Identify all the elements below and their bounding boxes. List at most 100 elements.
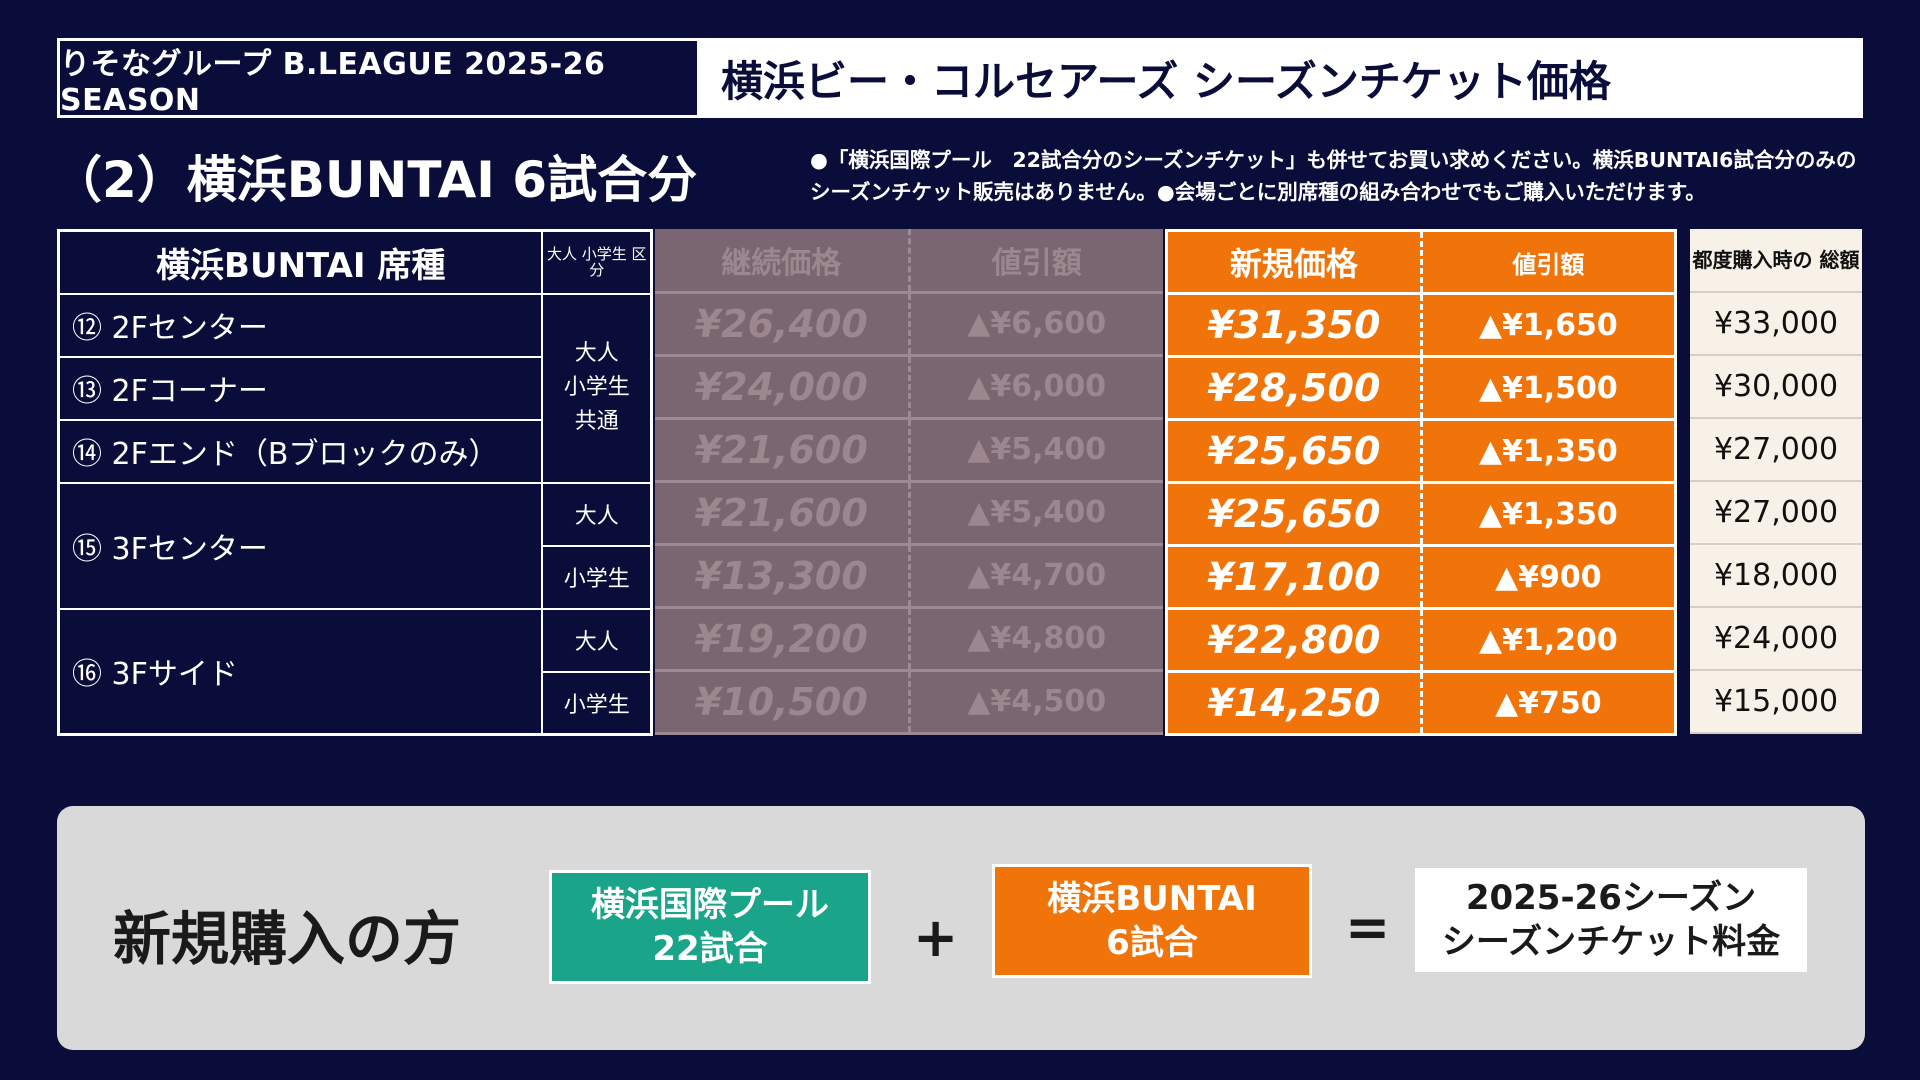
purchase-note: ●「横浜国際プール 22試合分のシーズンチケット」も併せてお買い求めください。横… xyxy=(810,148,1857,204)
table-row: ¥15,000 xyxy=(1690,670,1862,734)
seat-name: ⑯ 3Fサイド xyxy=(57,607,544,736)
section-subtitle: （2）横浜BUNTAI 6試合分 xyxy=(52,151,698,209)
table-row: ¥33,000 xyxy=(1690,292,1862,356)
total-price: ¥15,000 xyxy=(1690,670,1862,734)
page-title: 横浜ビー・コルセアーズ シーズンチケット価格 xyxy=(697,38,1863,118)
seat-name: ⑬ 2Fコーナー xyxy=(57,355,544,421)
table-row: 小学生 xyxy=(59,544,653,610)
continue-price: ¥13,300 xyxy=(655,544,911,609)
new-discount: ▲¥750 xyxy=(1421,671,1676,736)
table-row: ¥25,650 ▲¥1,350 xyxy=(1166,482,1676,547)
table-row: ¥21,600 ▲¥5,400 xyxy=(655,481,1163,546)
table-row: ⑬ 2Fコーナー xyxy=(57,355,652,421)
new-price: ¥14,250 xyxy=(1166,671,1423,736)
continue-discount: ▲¥6,000 xyxy=(909,355,1163,420)
continue-discount: ▲¥5,400 xyxy=(909,481,1163,546)
total-header-row: 都度購入時の 総額 xyxy=(1690,229,1862,293)
total-price-table: 都度購入時の 総額 ¥33,000 ¥30,000 ¥27,000 ¥27,00… xyxy=(1690,229,1862,734)
continue-price-header: 継続価格 xyxy=(655,229,911,294)
continue-discount: ▲¥4,500 xyxy=(909,670,1163,735)
continue-discount: ▲¥6,600 xyxy=(909,292,1163,357)
header-banner: りそなグループ B.LEAGUE 2025-26 SEASON 横浜ビー・コルセ… xyxy=(57,38,1863,118)
panel-label: 新規購入の方 xyxy=(113,905,462,973)
continue-price: ¥21,600 xyxy=(655,481,911,546)
category-shared-line: 小学生 xyxy=(563,375,630,400)
new-discount: ▲¥1,500 xyxy=(1421,356,1676,421)
continue-price: ¥10,500 xyxy=(655,670,911,735)
continue-price: ¥24,000 xyxy=(655,355,911,420)
table-row: ¥27,000 xyxy=(1690,481,1862,545)
new-price-table: 新規価格 値引額 ¥31,350 ▲¥1,650 ¥28,500 ▲¥1,500 ¥… xyxy=(1165,229,1677,736)
total-price: ¥18,000 xyxy=(1690,544,1862,608)
category-header: 大人 小学生 区分 xyxy=(541,229,653,295)
new-discount: ▲¥1,200 xyxy=(1421,608,1676,673)
seat-name: ⑭ 2Fエンド（Bブロックのみ） xyxy=(57,418,544,484)
total-price: ¥30,000 xyxy=(1690,355,1862,419)
continue-price: ¥26,400 xyxy=(655,292,911,357)
pool-box: 横浜国際プール 22試合 xyxy=(549,870,871,984)
table-row: 小学生 xyxy=(59,670,653,736)
table-row: ¥10,500 ▲¥4,500 xyxy=(655,670,1163,735)
new-price: ¥17,100 xyxy=(1166,545,1423,610)
table-row: ⑯ 3Fサイド 大人 xyxy=(57,607,653,736)
total-price: ¥33,000 xyxy=(1690,292,1862,356)
table-row: ⑫ 2Fセンター 大人 小学生 共通 xyxy=(57,292,653,484)
continue-price-table: 継続価格 値引額 ¥26,400 ▲¥6,600 ¥24,000 ▲¥6,000 ¥… xyxy=(655,229,1163,735)
continue-discount: ▲¥4,800 xyxy=(909,607,1163,672)
table-row: ¥21,600 ▲¥5,400 xyxy=(655,418,1163,483)
table-row: ¥31,350 ▲¥1,650 xyxy=(1166,293,1676,358)
new-price: ¥22,800 xyxy=(1166,608,1423,673)
table-row: ¥27,000 xyxy=(1690,418,1862,482)
table-row: ¥18,000 xyxy=(1690,544,1862,608)
continue-price: ¥21,600 xyxy=(655,418,911,483)
continue-discount: ▲¥4,700 xyxy=(909,544,1163,609)
table-row: ⑮ 3Fセンター 大人 xyxy=(57,481,653,610)
new-price: ¥31,350 xyxy=(1166,293,1423,358)
category-shared-line: 大人 xyxy=(574,341,619,366)
new-price: ¥28,500 xyxy=(1166,356,1423,421)
buntai-line: 6試合 xyxy=(1106,923,1198,963)
continue-discount-header: 値引額 xyxy=(909,229,1163,294)
continue-discount: ▲¥5,400 xyxy=(909,418,1163,483)
total-price: ¥24,000 xyxy=(1690,607,1862,671)
new-discount: ▲¥900 xyxy=(1421,545,1676,610)
pool-line: 横浜国際プール xyxy=(591,885,829,925)
category-shared: 大人 小学生 共通 xyxy=(541,292,653,484)
seat-table: 横浜BUNTAI 席種 大人 小学生 区分 ⑫ 2Fセンター 大人 小学生 共通… xyxy=(57,229,653,736)
seat-name: ⑮ 3Fセンター xyxy=(57,481,544,610)
seat-header: 横浜BUNTAI 席種 xyxy=(57,229,544,295)
total-price: ¥27,000 xyxy=(1690,418,1862,482)
total-price: ¥27,000 xyxy=(1690,481,1862,545)
table-row: ¥26,400 ▲¥6,600 xyxy=(655,292,1163,357)
continue-header-row: 継続価格 値引額 xyxy=(655,229,1163,294)
category-adult: 大人 xyxy=(541,481,653,547)
new-discount-header: 値引額 xyxy=(1421,230,1676,295)
new-price: ¥25,650 xyxy=(1166,419,1423,484)
result-line: シーズンチケット料金 xyxy=(1441,922,1781,962)
table-row: ¥28,500 ▲¥1,500 xyxy=(1166,356,1676,421)
table-row: ¥24,000 ▲¥6,000 xyxy=(655,355,1163,420)
seat-name: ⑫ 2Fセンター xyxy=(57,292,544,358)
league-label: りそなグループ B.LEAGUE 2025-26 SEASON xyxy=(57,38,697,118)
pool-line: 22試合 xyxy=(652,929,768,969)
buntai-box: 横浜BUNTAI 6試合 xyxy=(992,864,1312,978)
category-child: 小学生 xyxy=(541,544,653,610)
category-adult: 大人 xyxy=(541,607,653,673)
seat-table-header: 横浜BUNTAI 席種 大人 小学生 区分 xyxy=(57,229,653,295)
new-discount: ▲¥1,350 xyxy=(1421,482,1676,547)
total-header: 都度購入時の 総額 xyxy=(1690,229,1862,293)
table-row: ¥25,650 ▲¥1,350 xyxy=(1166,419,1676,484)
table-row: ¥30,000 xyxy=(1690,355,1862,419)
new-purchase-panel: 新規購入の方 横浜国際プール 22試合 + 横浜BUNTAI 6試合 = 202… xyxy=(57,806,1865,1050)
table-row: ⑭ 2Fエンド（Bブロックのみ） xyxy=(57,418,652,484)
category-child: 小学生 xyxy=(541,670,653,736)
equals-sign: = xyxy=(1345,896,1391,959)
category-shared-line: 共通 xyxy=(574,409,619,434)
table-row: ¥14,250 ▲¥750 xyxy=(1166,671,1676,736)
result-line: 2025-26シーズン xyxy=(1465,878,1757,918)
continue-price: ¥19,200 xyxy=(655,607,911,672)
new-header-row: 新規価格 値引額 xyxy=(1166,230,1676,295)
new-price: ¥25,650 xyxy=(1166,482,1423,547)
result-box: 2025-26シーズン シーズンチケット料金 xyxy=(1415,868,1807,972)
table-row: ¥19,200 ▲¥4,800 xyxy=(655,607,1163,672)
